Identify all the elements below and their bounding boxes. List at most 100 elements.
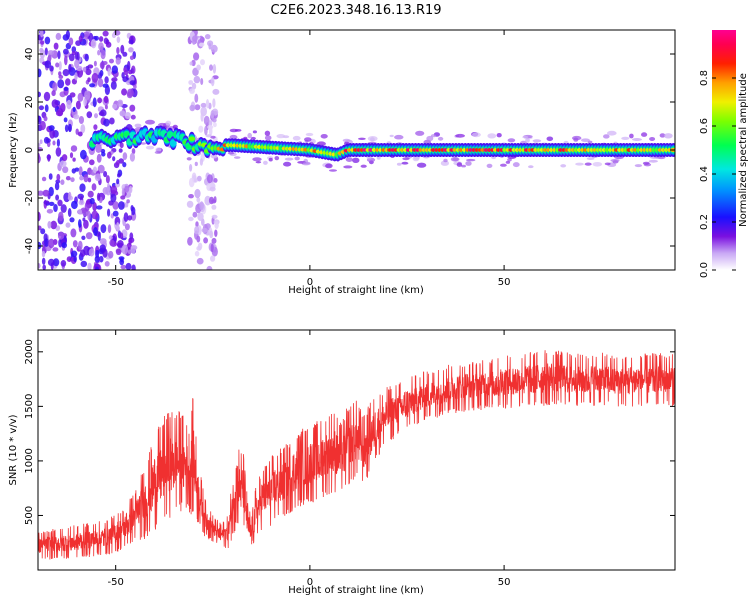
spectrogram-cell xyxy=(108,235,113,240)
spectrogram-cell xyxy=(38,211,41,222)
spectrogram-cell xyxy=(58,71,62,77)
spectrogram-cell xyxy=(634,164,643,168)
spectrogram-cell xyxy=(532,139,542,143)
spectrogram-cell xyxy=(62,166,69,174)
spectrogram-cell xyxy=(78,116,84,124)
spectrogram-cell xyxy=(120,264,127,270)
spectrogram-cell xyxy=(214,221,219,229)
spectrogram-cell xyxy=(47,258,55,266)
spectrogram-cell xyxy=(416,162,427,168)
snr-y-axis: 500 1000 1500 2000 xyxy=(24,339,675,525)
spectrogram-cell xyxy=(649,137,656,141)
spectrogram-cell xyxy=(124,185,130,193)
spectrogram-cell xyxy=(100,224,107,234)
spectrogram-cell xyxy=(65,176,71,181)
spectrogram-cell xyxy=(112,201,119,210)
y-tick-label: 2000 xyxy=(24,339,35,364)
spectrogram-cell xyxy=(189,88,195,94)
spectrogram-cell xyxy=(401,161,409,165)
spectrogram-cell xyxy=(58,61,62,71)
y-tick-label: 0 xyxy=(24,147,35,153)
spectrogram-cell xyxy=(44,36,51,45)
spectrogram-cell xyxy=(194,188,201,199)
spectrogram-cell xyxy=(83,219,89,229)
spectrogram-cell xyxy=(412,156,420,162)
spectrogram-cell xyxy=(229,128,238,133)
spectrogram-cell xyxy=(500,163,507,167)
spectrogram-cell xyxy=(115,160,120,166)
spectrogram-cell xyxy=(133,84,137,90)
spectrogram-cell xyxy=(119,142,124,149)
spectrogram-cell xyxy=(128,69,133,75)
spectrogram-cell xyxy=(210,255,216,262)
spectrogram-cell xyxy=(560,164,567,168)
spectrogram-cell xyxy=(128,238,132,245)
spectrogram-cell xyxy=(122,152,128,161)
colorbar: 0.0 0.2 0.4 0.6 0.8 Normalized spectral ampl… xyxy=(699,30,749,278)
spectrogram-cell xyxy=(116,36,121,43)
spectrogram-cell xyxy=(437,136,444,141)
spectrogram-cell xyxy=(51,99,59,108)
colorbar-label: Normalized spectral amplitude xyxy=(738,73,749,227)
spectrogram-cell xyxy=(195,221,199,228)
spectrogram-cell xyxy=(107,182,110,193)
spectrogram-cell xyxy=(39,120,46,131)
spectrogram-cell xyxy=(38,115,42,125)
spectrogram-cell xyxy=(621,136,630,140)
spectrogram-cell xyxy=(394,134,404,140)
spectrogram-cell xyxy=(52,258,60,267)
spectrogram-cell xyxy=(60,204,67,213)
spectrogram-cell xyxy=(129,55,134,61)
spectrogram-cell xyxy=(43,91,51,102)
spectrogram-cell xyxy=(212,88,220,95)
spectrogram-cell xyxy=(607,130,617,136)
spectrogram-cell xyxy=(546,136,554,142)
spectrogram-cell xyxy=(68,191,72,200)
spectrogram-cell xyxy=(120,257,124,263)
spectrogram-cell xyxy=(103,171,108,178)
spectrogram-cell xyxy=(67,208,72,217)
spectrogram-cell xyxy=(96,192,101,201)
snr-x-axis: -50 0 50 xyxy=(108,330,510,588)
spectrogram-cell xyxy=(101,151,106,157)
x-tick-label: 0 xyxy=(307,577,313,588)
spectrogram-cell xyxy=(70,177,75,183)
spectrogram-cell xyxy=(370,137,375,142)
spectrogram-cell xyxy=(122,162,127,168)
spectrogram-cell xyxy=(116,178,120,185)
spectrogram-cell xyxy=(284,157,294,161)
spectrogram-cell xyxy=(415,130,425,136)
spectrogram-cell xyxy=(89,83,96,88)
spectrogram-cell xyxy=(189,164,193,172)
spectrogram-cell xyxy=(189,61,193,66)
spectrogram-cell xyxy=(104,76,109,84)
spectrogram-cell xyxy=(107,224,112,234)
spectrogram-cell xyxy=(196,235,201,243)
spectrogram-cell xyxy=(85,68,92,76)
spectrogram-cell xyxy=(93,227,98,236)
spectrogram-cell xyxy=(91,210,99,220)
spectrogram-cell xyxy=(201,227,208,233)
spectrogram-cell xyxy=(52,247,59,252)
spectrogram-image xyxy=(38,30,675,270)
spectrogram-cell xyxy=(268,157,273,162)
spectrogram-cell xyxy=(94,255,101,263)
spectrogram-cell xyxy=(48,173,53,180)
spectrogram-cell xyxy=(426,135,434,142)
spectrogram-cell xyxy=(134,123,142,128)
spectrogram-cell xyxy=(342,138,351,143)
spectrogram-cell xyxy=(109,117,115,125)
spectrogram-cell xyxy=(211,214,218,219)
spectrogram-cell xyxy=(45,138,51,143)
spectrogram-cell xyxy=(155,147,162,153)
spectrogram-cell xyxy=(87,262,92,270)
spectrogram-cell xyxy=(55,32,62,41)
spectrogram-cell xyxy=(117,101,124,107)
spectrogram-cell xyxy=(119,110,126,117)
spectrogram-cell xyxy=(42,189,50,197)
spectrogram-cell xyxy=(358,137,366,140)
spectrogram-cell xyxy=(343,165,353,169)
spectrogram-cell xyxy=(55,62,60,68)
spectrogram-cell xyxy=(188,216,194,222)
spectrogram-cell xyxy=(65,78,71,86)
